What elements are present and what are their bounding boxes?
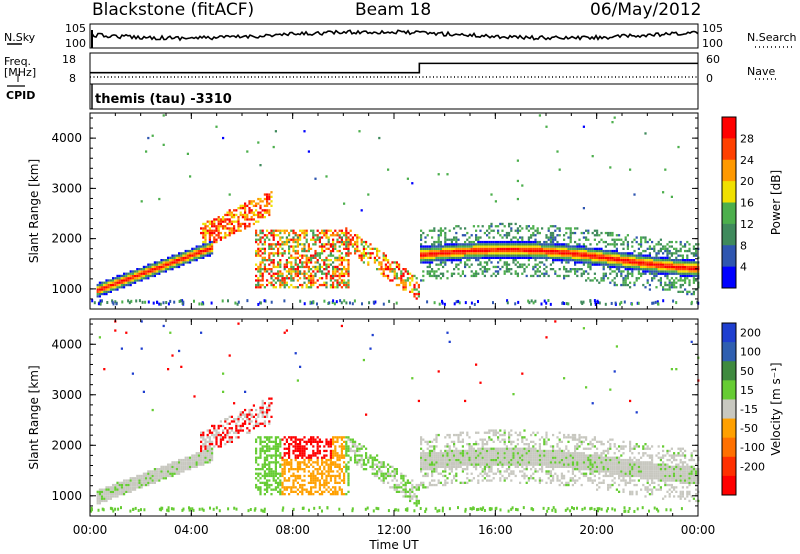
colorbar-segment xyxy=(722,181,736,203)
colorbar-segment xyxy=(722,202,736,225)
colorbar-tick-label: 200 xyxy=(740,327,761,340)
freq-line xyxy=(90,62,698,74)
nsky-label: N.Sky xyxy=(4,31,36,44)
power-echo-layer xyxy=(91,114,700,306)
x-axis-label: Time UT xyxy=(368,538,419,552)
noise-sky-line xyxy=(91,29,699,48)
mhz-label: [MHz] xyxy=(4,66,37,79)
freq-left-tick: 18 xyxy=(62,53,76,66)
noise-panel-frame xyxy=(89,23,699,49)
colorbar-tick-label: 8 xyxy=(740,239,747,252)
cpid-text: themis (tau) -3310 xyxy=(95,92,232,107)
colorbar-tick-label: 24 xyxy=(740,154,754,167)
colorbar-segment xyxy=(722,418,736,439)
freq-label: Freq. xyxy=(4,55,32,68)
freq-right-tick: 60 xyxy=(706,53,720,66)
colorbar-segment xyxy=(722,361,736,381)
y-tick-label: 4000 xyxy=(51,337,82,351)
colorbar-tick-label: 15 xyxy=(740,384,754,397)
y-tick-label: 3000 xyxy=(51,388,82,402)
colorbar-tick-label: 28 xyxy=(740,132,754,145)
beam-title: Beam 18 xyxy=(355,0,432,20)
colorbar-tick-label: 100 xyxy=(740,346,761,359)
x-tick-label: 00:00 xyxy=(681,523,716,537)
colorbar-tick-label: 4 xyxy=(740,261,747,274)
x-tick-label: 20:00 xyxy=(579,523,614,537)
colorbar-segment xyxy=(722,159,736,182)
noise-right-tick: 105 xyxy=(702,22,723,35)
noise-right-tick: 100 xyxy=(702,37,723,50)
cpid-label: CPID xyxy=(6,89,36,102)
colorbar-tick-label: -200 xyxy=(740,460,765,473)
colorbar-segment xyxy=(722,245,736,268)
freq-panel-frame xyxy=(89,52,699,85)
colorbar-segment xyxy=(722,117,736,139)
colorbar-segment xyxy=(722,380,736,400)
y-tick-label: 2000 xyxy=(51,232,82,246)
nave-label: Nave xyxy=(747,65,776,78)
y-tick-label: 4000 xyxy=(51,131,82,145)
x-tick-label: 00:00 xyxy=(73,523,108,537)
colorbar-label: Power [dB] xyxy=(769,170,783,235)
y-axis-label: Slant Range [km] xyxy=(27,365,41,469)
colorbar-tick-label: -15 xyxy=(740,403,758,416)
colorbar-segment xyxy=(722,342,736,362)
nsearch-label: N.Search xyxy=(747,31,797,44)
colorbar-segment xyxy=(722,475,736,496)
colorbar-tick-label: 16 xyxy=(740,197,754,210)
colorbar-frame xyxy=(721,116,737,289)
colorbar-segment xyxy=(722,437,736,458)
y-tick-label: 1000 xyxy=(51,489,82,503)
freq-left-tick: 8 xyxy=(69,72,76,85)
colorbar-tick-label: -100 xyxy=(740,441,765,454)
x-tick-label: 08:00 xyxy=(275,523,310,537)
velocity-echo-layer xyxy=(90,320,700,513)
colorbar-tick-label: 50 xyxy=(740,365,754,378)
y-tick-label: 1000 xyxy=(51,282,82,296)
colorbar-segment xyxy=(722,399,736,420)
y-tick-label: 3000 xyxy=(51,181,82,195)
x-tick-label: 04:00 xyxy=(174,523,209,537)
noise-left-tick: 100 xyxy=(65,37,86,50)
colorbar-segment xyxy=(722,138,736,161)
x-tick-label: 12:00 xyxy=(377,523,412,537)
y-axis-label: Slant Range [km] xyxy=(27,159,41,263)
colorbar-segment xyxy=(722,323,736,343)
colorbar-segment xyxy=(722,266,736,289)
colorbar-tick-label: -50 xyxy=(740,422,758,435)
y-tick-label: 2000 xyxy=(51,438,82,452)
noise-left-tick: 105 xyxy=(65,22,86,35)
colorbar-segment xyxy=(722,456,736,477)
colorbar-tick-label: 12 xyxy=(740,218,754,231)
colorbar-frame xyxy=(721,322,737,496)
station-title: Blackstone (fitACF) xyxy=(92,0,255,20)
cpid-panel-frame xyxy=(89,83,699,110)
velocity-panel-bg xyxy=(90,319,698,516)
colorbar-tick-label: 20 xyxy=(740,175,754,188)
freq-right-tick: 0 xyxy=(706,72,713,85)
colorbar-label: Velocity [m s⁻¹] xyxy=(769,362,783,455)
colorbar-segment xyxy=(722,223,736,246)
power-panel-bg xyxy=(90,113,698,309)
x-tick-label: 16:00 xyxy=(478,523,513,537)
date-title: 06/May/2012 xyxy=(590,0,702,20)
